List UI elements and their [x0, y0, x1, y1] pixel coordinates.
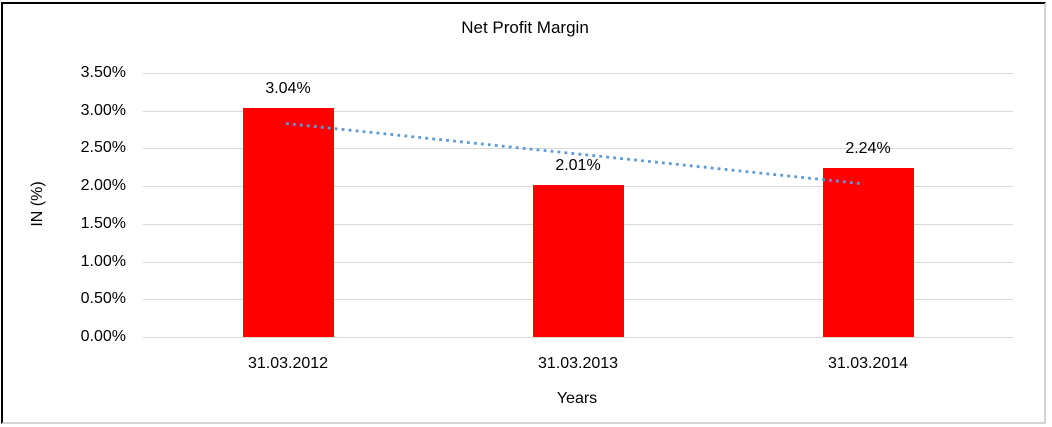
gridline — [143, 110, 1013, 112]
x-tick-label: 31.03.2013 — [537, 355, 619, 372]
y-tick-label: 0.50% — [80, 290, 126, 308]
x-tick-label: 31.03.2014 — [827, 355, 909, 372]
bar — [242, 107, 334, 337]
x-axis-title: Years — [556, 390, 598, 407]
y-tick-label: 2.00% — [80, 177, 126, 195]
bar-data-label: 3.04% — [265, 79, 311, 97]
bar-data-label: 2.24% — [845, 140, 891, 157]
bar — [532, 185, 624, 337]
y-tick-label: 1.50% — [80, 214, 126, 232]
x-tick-label: 31.03.2012 — [247, 355, 329, 372]
y-tick-label: 2.50% — [80, 139, 126, 157]
y-tick-label: 0.00% — [80, 328, 126, 345]
bar — [822, 168, 914, 337]
bar-data-label: 2.01% — [555, 157, 601, 175]
chart-title: Net Profit Margin — [461, 18, 589, 37]
gridline — [143, 337, 1013, 338]
gridline — [143, 73, 1013, 74]
y-tick-label: 1.00% — [80, 252, 126, 270]
y-tick-label: 3.50% — [80, 64, 126, 81]
y-tick-label: 3.00% — [80, 101, 126, 119]
